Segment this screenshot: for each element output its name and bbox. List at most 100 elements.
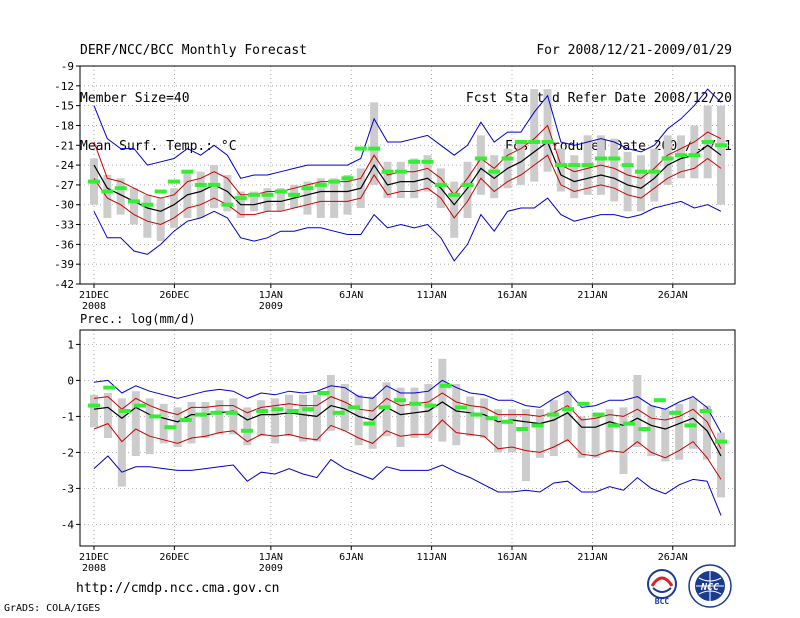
member-size: Member Size=40 [80,91,190,106]
precipitation-marker [317,391,330,395]
precipitation-spread-box [605,409,614,453]
temperature-xtick-label: 26JAN [658,290,688,301]
temperature-marker [248,192,261,197]
temperature-ytick-label: -36 [54,238,74,251]
temperature-ensemble-mean-line [93,141,722,212]
precipitation-marker [470,412,483,417]
chart-header-right: For 2008/12/21-2009/01/29 Fcst Started R… [466,11,732,171]
temperature-ytick-label: -27 [54,179,74,192]
precipitation-spread-box [173,407,182,447]
temperature-spread-box [223,175,232,212]
temperature-marker [368,146,381,151]
temperature-marker [154,189,167,194]
precipitation-marker [118,409,131,413]
temperature-ytick-label: -9 [61,60,74,73]
temperature-marker [581,163,594,168]
temperature-ytick-label: -18 [54,119,74,132]
temperature-xtick-label: 26DEC [159,290,189,301]
temperature-marker [674,153,687,158]
precipitation-xtick-year: 2008 [82,563,106,574]
precipitation-marker [669,410,682,415]
temperature-spread-box [650,148,659,202]
precipitation-xtick-label: 16JAN [497,552,527,563]
temperature-xtick-year: 2008 [82,301,106,312]
temperature-marker [701,139,714,144]
precipitation-spread-box [159,403,168,444]
temperature-spread-box [516,141,525,185]
precipitation-spread-box [703,405,712,460]
precipitation-xtick-label: 6JAN [339,552,363,563]
precipitation-xtick-label: 21JAN [577,552,607,563]
precipitation-marker [378,405,391,410]
precipitation-spread-box [549,400,558,456]
temperature-spread-box [623,151,632,212]
forecast-period: For 2008/12/21-2009/01/29 [536,43,732,58]
source-url[interactable]: http://cmdp.ncc.cma.gov.cn [76,581,280,596]
precipitation-ytick-label: -4 [61,518,75,531]
temperature-marker [448,192,461,197]
precipitation-frame [79,329,736,547]
precipitation-marker [546,412,559,417]
ncc-logo: NCC [688,564,732,608]
temperature-spread-box [276,188,285,212]
precipitation-spread-box [271,398,280,444]
temperature-ytick-label: -24 [54,159,74,172]
temperature-spread-box [530,89,539,182]
temperature-marker [194,182,207,187]
temperature-marker [261,192,274,197]
temperature-inner-envelope-line [93,124,722,199]
temperature-spread-box [450,181,459,238]
temperature-spread-box [556,148,565,192]
temperature-spread-box [463,161,472,218]
precipitation-ytick-label: 1 [67,338,74,351]
precipitation-spread-box [187,402,196,444]
precipitation-marker [562,407,575,412]
temperature-ytick-label: -21 [54,139,74,152]
temperature-xtick-year: 2009 [259,301,283,312]
temperature-marker [314,182,327,187]
temperature-marker [461,182,474,187]
precipitation-ytick-label: -3 [61,482,74,495]
temperature-ytick-label: -42 [54,278,74,291]
temperature-marker [608,156,621,161]
temperature-marker [381,169,394,174]
precipitation-marker [577,401,590,406]
temperature-spread-box [330,178,339,218]
precipitation-xtick-label: 26DEC [159,552,189,563]
temperature-marker [528,139,541,144]
precipitation-marker [133,403,146,408]
precipitation-marker [88,403,100,408]
temperature-spread-box [636,155,645,212]
precipitation-marker [103,385,116,390]
precipitation-spread-box [201,402,210,438]
precipitation-spread-box [466,396,475,437]
temperature-spread-box [316,178,325,218]
temperature-marker [394,169,407,174]
temperature-spread-box [130,188,139,225]
temperature-marker [514,139,527,144]
precipitation-spread-box [647,405,656,456]
precipitation-marker [715,439,727,444]
precipitation-spread-box [508,409,516,453]
temperature-marker [88,179,100,184]
temperature-panel: -42 -39 -36 -33 -30 -27 -24 -21 -18 -15 -12 -9 21DEC… [54,60,736,312]
precipitation-xtick-label: 26JAN [658,552,688,563]
temperature-marker [101,189,114,194]
precipitation-spread-box [521,409,530,482]
precipitation-marker [179,418,192,422]
precipitation-spread-box [243,407,252,446]
precipitation-marker [210,410,223,415]
precipitation-spread-box [103,393,112,438]
precipitation-spread-box [577,416,586,458]
temperature-xtick-label: 21JAN [577,290,607,301]
precipitation-spread-box [535,409,544,458]
chart-title: DERF/NCC/BCC Monthly Forecast [80,43,307,58]
precipitation-marker [302,407,315,412]
precipitation-ytick-label: -2 [61,446,74,459]
precipitation-spread-box [452,384,461,446]
precipitation-spread-box [312,394,321,442]
temperature-spread-box [383,161,392,199]
precipitation-marker [332,410,345,415]
precipitation-spread-box [480,398,489,438]
